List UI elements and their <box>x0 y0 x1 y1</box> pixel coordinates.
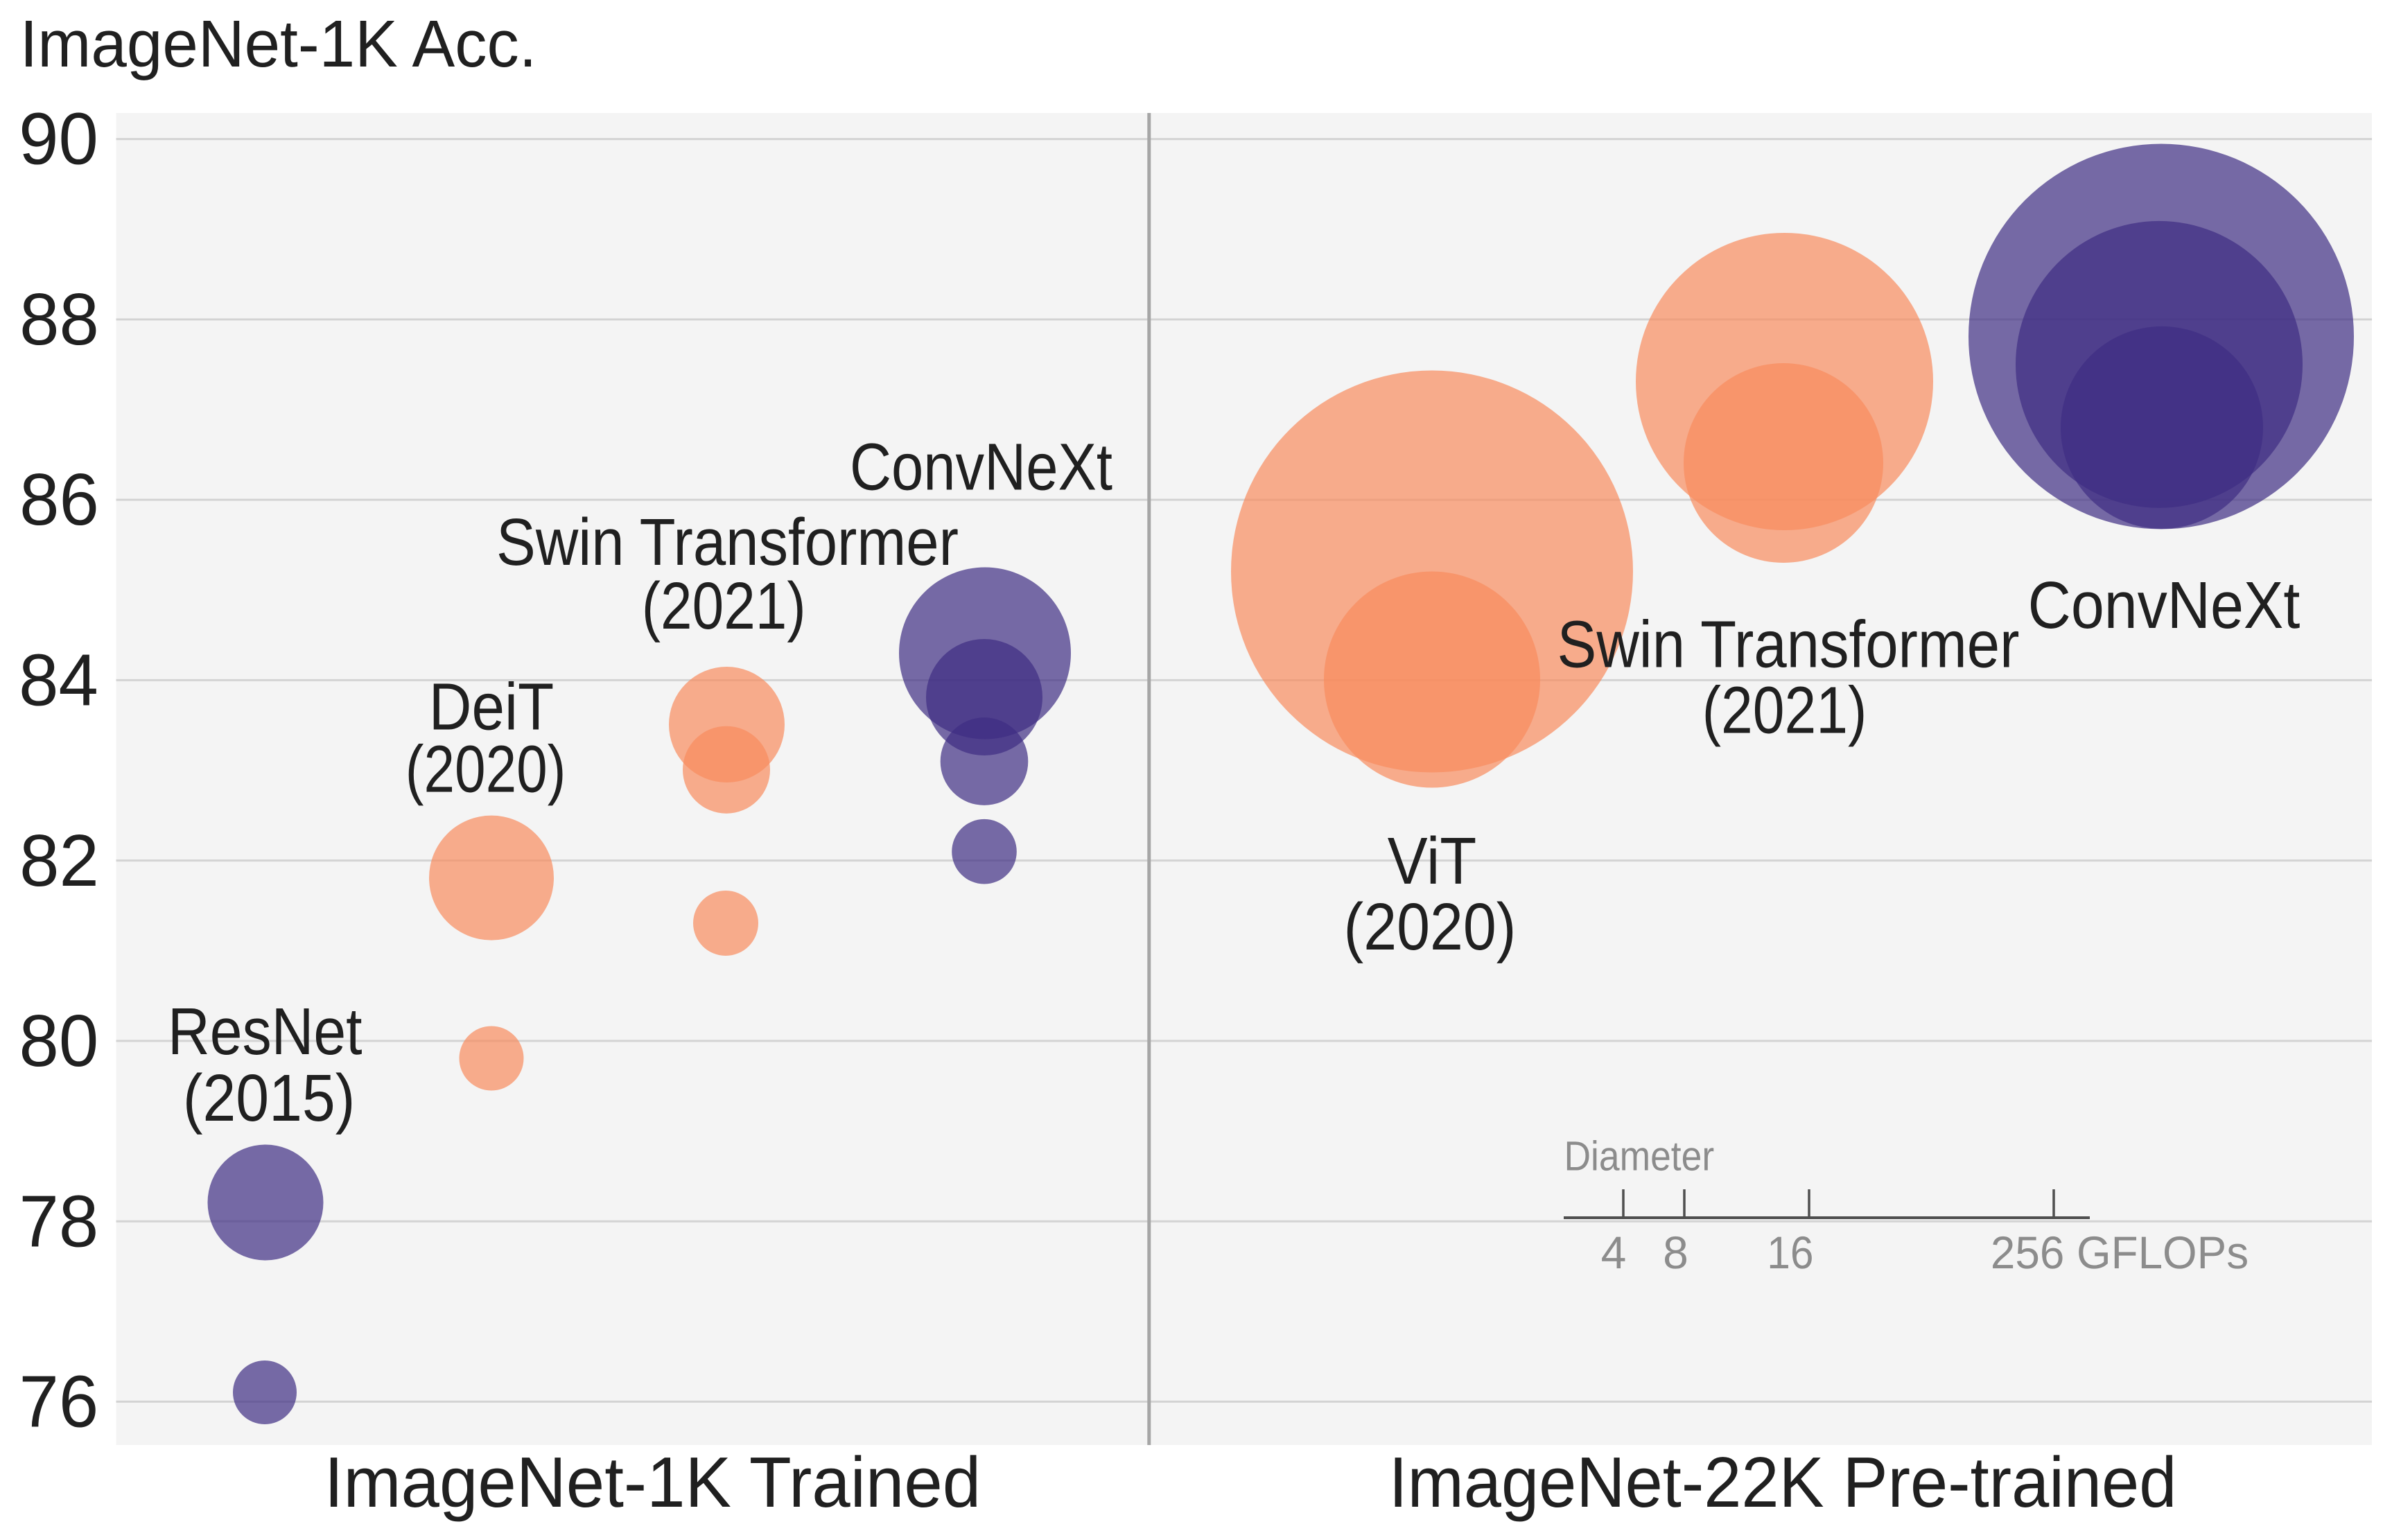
svg-text:ConvNeXt: ConvNeXt <box>850 430 1112 505</box>
svg-text:ViT: ViT <box>1388 824 1477 898</box>
svg-text:86: 86 <box>19 459 99 541</box>
svg-text:(2020): (2020) <box>1344 890 1517 964</box>
svg-text:ResNet: ResNet <box>168 995 363 1069</box>
svg-text:4: 4 <box>1601 1227 1627 1278</box>
svg-text:82: 82 <box>19 820 99 902</box>
svg-text:76: 76 <box>19 1361 99 1443</box>
svg-text:90: 90 <box>19 98 98 180</box>
svg-text:Swin Transformer: Swin Transformer <box>1557 608 2020 682</box>
svg-text:ImageNet-1K Acc.: ImageNet-1K Acc. <box>20 7 537 81</box>
svg-text:84: 84 <box>19 640 98 721</box>
svg-text:8: 8 <box>1663 1227 1688 1278</box>
svg-text:78: 78 <box>19 1180 99 1262</box>
svg-text:(2021): (2021) <box>1702 674 1867 748</box>
svg-text:88: 88 <box>19 279 99 360</box>
svg-text:ImageNet-1K Trained: ImageNet-1K Trained <box>324 1442 981 1522</box>
svg-text:(2020): (2020) <box>405 733 566 807</box>
svg-text:ConvNeXt: ConvNeXt <box>2028 568 2301 642</box>
svg-text:16: 16 <box>1767 1227 1813 1278</box>
svg-text:80: 80 <box>19 1000 99 1082</box>
svg-text:Swin Transformer: Swin Transformer <box>496 505 959 579</box>
svg-text:(2021): (2021) <box>642 569 806 643</box>
svg-text:256 GFLOPs: 256 GFLOPs <box>1991 1227 2249 1278</box>
svg-text:(2015): (2015) <box>183 1061 356 1135</box>
svg-text:Diameter: Diameter <box>1564 1133 1715 1180</box>
svg-text:ImageNet-22K Pre-trained: ImageNet-22K Pre-trained <box>1389 1442 2177 1522</box>
svg-text:DeiT: DeiT <box>429 670 554 744</box>
